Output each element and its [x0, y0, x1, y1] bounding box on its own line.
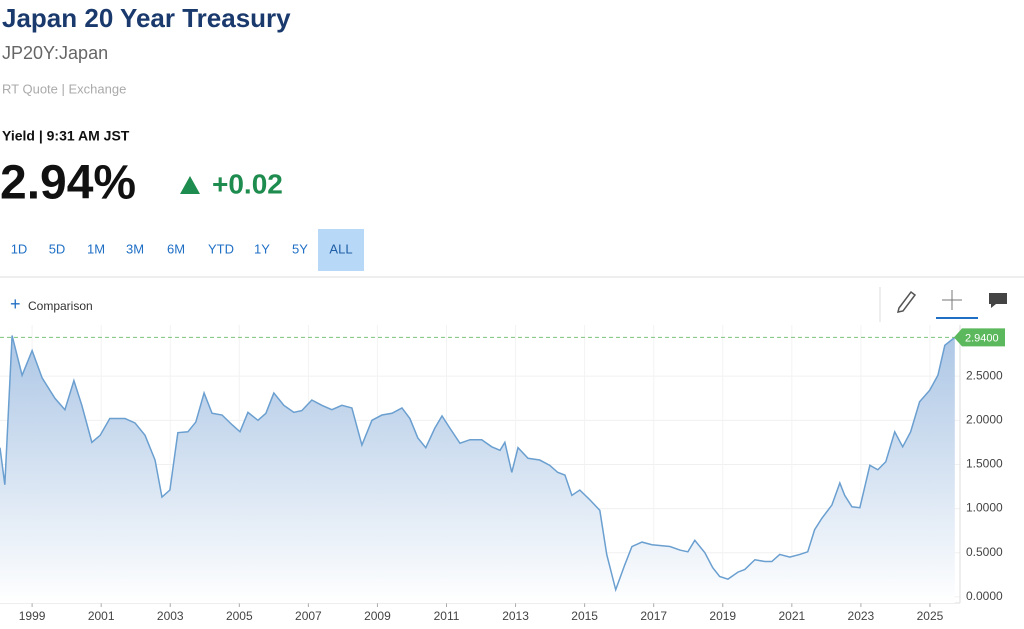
- x-tick-label: 2017: [640, 609, 667, 623]
- x-tick-label: 2013: [502, 609, 529, 623]
- range-button[interactable]: 1Y: [254, 241, 270, 256]
- y-tick-label: 0.5000: [966, 545, 1003, 559]
- range-button[interactable]: 1D: [11, 241, 28, 256]
- range-label: YTD: [208, 241, 234, 256]
- comment-tool[interactable]: [989, 293, 1007, 308]
- x-tick-label: 2005: [226, 609, 253, 623]
- x-tick-label: 2007: [295, 609, 322, 623]
- range-button[interactable]: 1M: [87, 241, 105, 256]
- range-selector: 1D 5D 1M 3M 6M YTD 1Y 5Y ALL: [11, 229, 364, 271]
- y-tick-label: 1.0000: [966, 501, 1003, 515]
- y-tick-label: 2.5000: [966, 368, 1003, 382]
- y-tick-label: 0.0000: [966, 589, 1003, 603]
- x-tick-label: 2009: [364, 609, 391, 623]
- page-title: Japan 20 Year Treasury: [2, 3, 291, 33]
- crosshair-tool[interactable]: [936, 290, 978, 319]
- range-button[interactable]: 3M: [126, 241, 144, 256]
- y-tick-label: 1.5000: [966, 457, 1003, 471]
- chart: 0.0000 0.5000 1.0000 1.5000 2.0000 2.5000 1999…: [0, 325, 1005, 623]
- x-tick-label: 2015: [571, 609, 598, 623]
- x-tick-label: 2011: [434, 609, 460, 623]
- range-button[interactable]: 5Y: [292, 241, 308, 256]
- draw-tool[interactable]: [896, 290, 917, 313]
- comment-icon: [989, 293, 1007, 308]
- symbol: JP20Y:Japan: [2, 43, 108, 63]
- current-value-label: 2.9400: [965, 332, 999, 344]
- pencil-icon: [896, 290, 917, 313]
- range-button[interactable]: ALL: [318, 229, 364, 271]
- range-label: 1D: [11, 241, 28, 256]
- x-tick-label: 2023: [848, 609, 875, 623]
- comparison-label: Comparison: [28, 299, 93, 313]
- range-button[interactable]: 5D: [49, 241, 66, 256]
- x-tick-label: 2021: [778, 609, 805, 623]
- area-fill: [0, 335, 955, 603]
- x-tick-label: 2001: [88, 609, 115, 623]
- x-tick-label: 1999: [19, 609, 46, 623]
- x-tick-label: 2003: [157, 609, 184, 623]
- range-label: 5D: [49, 241, 66, 256]
- x-tick-label: 2025: [917, 609, 944, 623]
- range-label: 1Y: [254, 241, 270, 256]
- range-label: ALL: [329, 241, 352, 256]
- range-label: 1M: [87, 241, 105, 256]
- plus-icon: +: [10, 294, 21, 314]
- quote-value: 2.94%: [0, 157, 136, 210]
- current-value-tag: [954, 328, 1005, 347]
- range-label: 5Y: [292, 241, 308, 256]
- x-tick-label: 2019: [709, 609, 736, 623]
- quote-source: RT Quote | Exchange: [2, 81, 126, 96]
- range-button[interactable]: YTD: [208, 241, 234, 256]
- range-label: 6M: [167, 241, 185, 256]
- range-label: 3M: [126, 241, 144, 256]
- quote-change: +0.02: [212, 168, 283, 199]
- comparison-button[interactable]: + Comparison: [10, 294, 93, 314]
- range-highlight: [318, 229, 364, 271]
- y-tick-label: 2.0000: [966, 412, 1003, 426]
- quote-label: Yield | 9:31 AM JST: [2, 128, 130, 144]
- range-button[interactable]: 6M: [167, 241, 185, 256]
- line: [0, 335, 956, 593]
- up-arrow: [180, 176, 200, 194]
